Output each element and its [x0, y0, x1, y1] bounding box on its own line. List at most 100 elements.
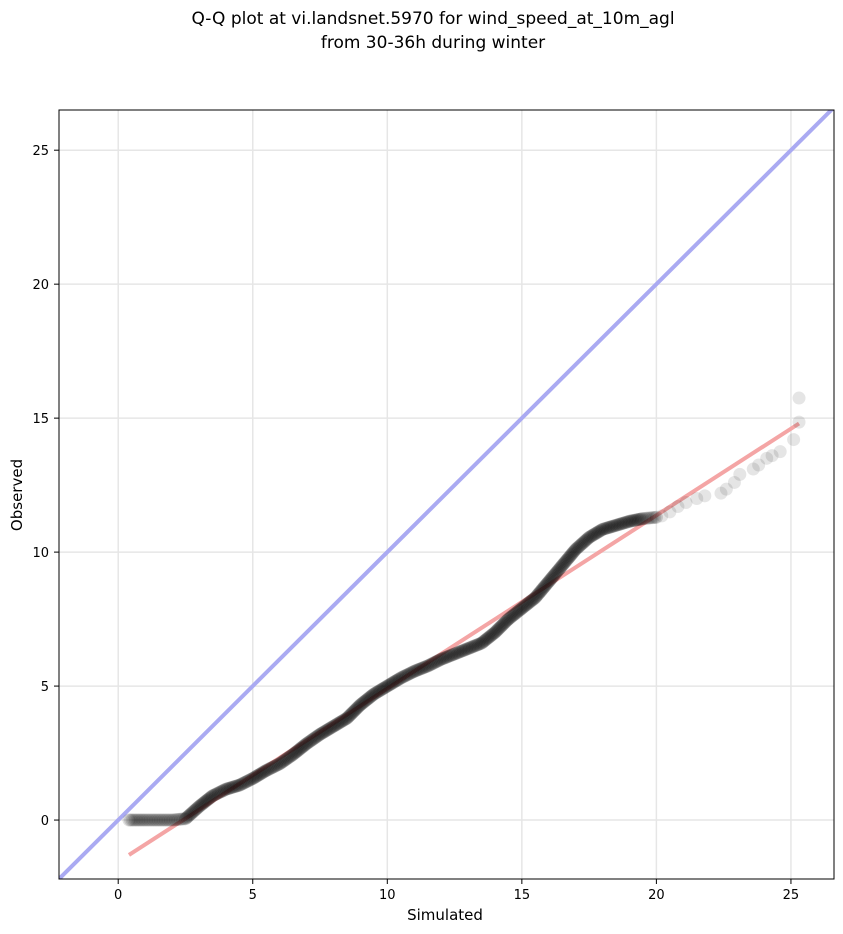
data-point: [535, 583, 549, 597]
data-point: [548, 567, 562, 581]
data-point: [133, 813, 147, 827]
data-point: [605, 520, 619, 534]
data-point: [599, 521, 613, 535]
data-point: [622, 514, 636, 528]
data-point: [223, 781, 237, 795]
data-point: [289, 745, 303, 759]
data-point: [490, 623, 504, 637]
data-point: [229, 779, 243, 793]
data-point: [157, 813, 171, 827]
data-point: [163, 813, 177, 827]
data-point: [792, 391, 806, 405]
data-point: [448, 647, 462, 661]
data-point: [297, 739, 311, 753]
data-point: [497, 617, 511, 631]
data-point: [410, 663, 424, 677]
data-point: [238, 775, 252, 789]
data-point: [428, 655, 442, 669]
data-point: [550, 565, 564, 579]
data-point: [194, 798, 208, 812]
data-point: [582, 530, 596, 544]
data-point: [254, 767, 268, 781]
data-point: [547, 568, 561, 582]
data-point: [416, 661, 430, 675]
data-point: [308, 731, 322, 745]
data-point: [576, 536, 590, 550]
data-point: [189, 802, 203, 816]
data-point: [479, 632, 493, 646]
data-point: [367, 687, 381, 701]
data-point: [360, 693, 374, 707]
data-point: [520, 597, 534, 611]
data-point: [342, 709, 356, 723]
data-point: [533, 584, 547, 598]
data-point: [606, 519, 620, 533]
data-point: [487, 626, 501, 640]
data-point: [197, 796, 211, 810]
data-point: [412, 663, 426, 677]
data-point: [634, 512, 648, 526]
data-point: [530, 588, 544, 602]
data-point: [235, 777, 249, 791]
data-point: [252, 768, 266, 782]
data-point: [271, 758, 285, 772]
data-point: [214, 784, 228, 798]
data-point: [130, 813, 144, 827]
data-point: [337, 713, 351, 727]
data-point: [505, 609, 519, 623]
data-point: [264, 761, 278, 775]
data-point: [611, 518, 625, 532]
data-point: [643, 511, 657, 525]
plot-frame: [58, 109, 835, 880]
data-point: [510, 605, 524, 619]
data-point: [262, 762, 276, 776]
data-point: [588, 527, 602, 541]
data-point: [504, 610, 518, 624]
data-point: [594, 523, 608, 537]
x-tick-label: 25: [783, 888, 800, 903]
data-point: [512, 603, 526, 617]
data-point: [473, 637, 487, 651]
data-point: [644, 511, 658, 525]
data-point: [320, 723, 334, 737]
data-point: [205, 789, 219, 803]
data-point: [630, 513, 644, 527]
data-point: [285, 748, 299, 762]
data-point: [261, 763, 275, 777]
data-point: [387, 675, 401, 689]
data-point: [336, 714, 350, 728]
data-point: [561, 551, 575, 565]
data-point: [217, 783, 231, 797]
data-point: [153, 813, 167, 827]
data-point: [403, 667, 417, 681]
data-point: [531, 587, 545, 601]
data-point: [333, 715, 347, 729]
data-point: [193, 799, 207, 813]
data-point: [257, 765, 271, 779]
chart-title-line-1: Q-Q plot at vi.landsnet.5970 for wind_sp…: [191, 9, 674, 29]
data-point: [196, 797, 210, 811]
data-point: [350, 701, 364, 715]
data-point: [279, 752, 293, 766]
data-point: [570, 541, 584, 555]
data-point: [568, 544, 582, 558]
data-point: [574, 538, 588, 552]
data-point: [537, 581, 551, 595]
data-point: [527, 592, 541, 606]
data-point: [250, 769, 264, 783]
data-point: [204, 790, 218, 804]
data-point: [760, 451, 774, 465]
data-point: [511, 604, 525, 618]
data-point: [372, 684, 386, 698]
data-point: [340, 711, 354, 725]
data-point: [500, 613, 514, 627]
y-tick-label: 15: [32, 412, 49, 427]
data-point: [145, 813, 159, 827]
data-point: [394, 671, 408, 685]
data-point: [329, 718, 343, 732]
data-point: [614, 517, 628, 531]
x-tick-label: 15: [514, 888, 531, 903]
data-point: [292, 743, 306, 757]
data-point: [525, 594, 539, 608]
